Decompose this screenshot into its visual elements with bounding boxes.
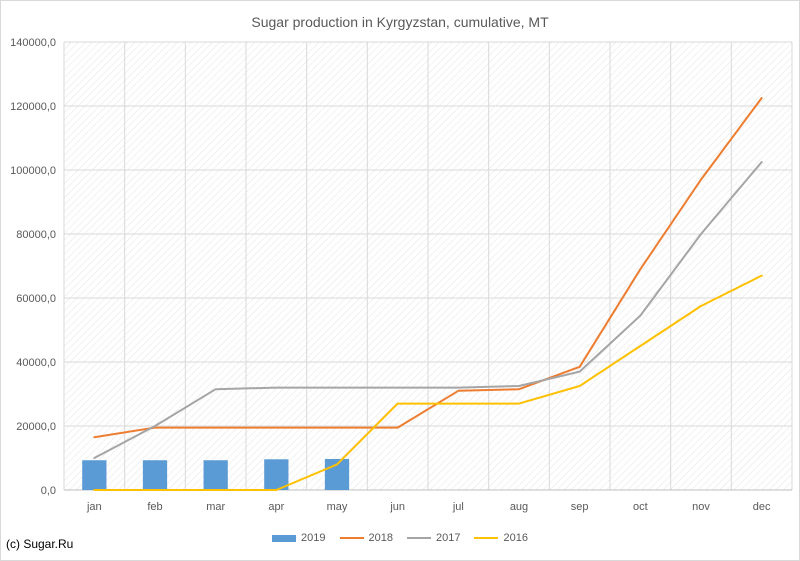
legend-label: 2017 xyxy=(436,532,461,544)
bar-2019-apr xyxy=(264,459,289,490)
x-tick-label: aug xyxy=(510,501,528,513)
legend-item-2016: 2016 xyxy=(474,532,528,544)
x-tick-label: dec xyxy=(753,501,771,513)
line-series-2018 xyxy=(93,97,763,439)
source-credit: (c) Sugar.Ru xyxy=(6,537,74,551)
x-tick-label: jul xyxy=(452,501,464,513)
x-tick-label: may xyxy=(327,501,348,513)
legend-swatch xyxy=(272,534,297,542)
chart-title: Sugar production in Kyrgyzstan, cumulati… xyxy=(251,14,549,30)
legend-label: 2018 xyxy=(368,532,393,544)
y-tick-label: 40000,0 xyxy=(16,357,56,369)
line-series-2017 xyxy=(93,161,763,459)
y-tick-label: 0,0 xyxy=(41,485,56,497)
y-tick-label: 140000,0 xyxy=(10,37,56,49)
x-tick-label: apr xyxy=(268,501,284,513)
line-series-2016 xyxy=(93,274,763,491)
legend-swatch xyxy=(407,537,431,539)
legend-item-2018: 2018 xyxy=(339,532,393,544)
legend-swatch xyxy=(339,537,364,539)
y-tick-label: 100000,0 xyxy=(10,165,56,177)
legend-swatch xyxy=(474,537,499,539)
x-tick-label: jan xyxy=(86,501,102,513)
y-tick-label: 120000,0 xyxy=(10,101,56,113)
x-tick-label: mar xyxy=(206,501,225,513)
bar-2019-jan xyxy=(82,460,107,490)
y-tick-label: 60000,0 xyxy=(16,293,56,305)
legend-label: 2016 xyxy=(503,532,528,544)
x-tick-label: jun xyxy=(389,501,405,513)
legend-item-2019: 2019 xyxy=(272,532,326,544)
x-tick-label: oct xyxy=(633,501,648,513)
x-tick-label: feb xyxy=(147,501,162,513)
y-tick-label: 20000,0 xyxy=(16,421,56,433)
bar-2019-feb xyxy=(142,460,168,490)
x-tick-label: sep xyxy=(571,501,589,513)
y-tick-label: 80000,0 xyxy=(16,229,56,241)
legend-item-2017: 2017 xyxy=(407,532,460,544)
chart-legend: 2019 2018 2017 2016 xyxy=(0,532,800,544)
legend-label: 2019 xyxy=(301,532,326,544)
x-tick-label: nov xyxy=(692,501,710,513)
bar-2019-mar xyxy=(203,460,228,490)
